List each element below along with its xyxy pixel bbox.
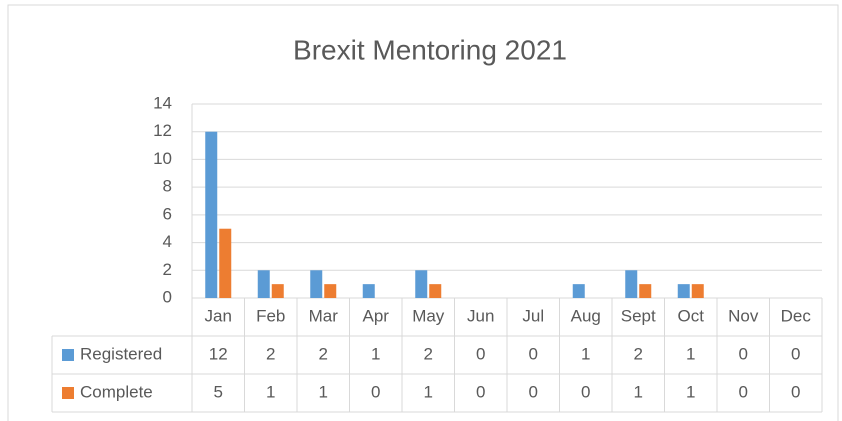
y-tick-label: 6 <box>163 204 172 223</box>
x-tick-label: Sept <box>621 306 656 325</box>
x-tick-label: Dec <box>781 306 812 325</box>
y-tick-label: 10 <box>153 149 172 168</box>
table-value: 2 <box>424 344 433 363</box>
table-value: 1 <box>581 344 590 363</box>
bar <box>257 270 270 298</box>
bar <box>691 284 704 298</box>
table-value: 0 <box>476 382 485 401</box>
bar <box>677 284 690 298</box>
x-tick-label: Aug <box>571 306 601 325</box>
table-value: 0 <box>476 344 485 363</box>
table-value: 0 <box>371 382 380 401</box>
x-tick-label: Jun <box>467 306 494 325</box>
x-tick-label: Jan <box>205 306 232 325</box>
bar <box>362 284 375 298</box>
table-value: 2 <box>319 344 328 363</box>
bar <box>572 284 585 298</box>
chart-title: Brexit Mentoring 2021 <box>293 34 567 65</box>
y-tick-label: 14 <box>153 93 172 112</box>
table-value: 1 <box>266 382 275 401</box>
y-tick-label: 8 <box>163 177 172 196</box>
table-value: 5 <box>214 382 223 401</box>
bar <box>271 284 284 298</box>
legend-label: Complete <box>80 382 153 401</box>
y-tick-label: 4 <box>163 232 172 251</box>
table-value: 0 <box>529 344 538 363</box>
bar <box>324 284 337 298</box>
y-tick-label: 12 <box>153 121 172 140</box>
bar <box>205 131 218 298</box>
x-tick-label: Jul <box>522 306 544 325</box>
x-tick-label: Nov <box>728 306 759 325</box>
legend-swatch <box>62 349 74 361</box>
bar <box>310 270 323 298</box>
y-tick-label: 0 <box>163 287 172 306</box>
table-value: 1 <box>424 382 433 401</box>
table-value: 0 <box>791 344 800 363</box>
table-value: 1 <box>686 344 695 363</box>
table-value: 1 <box>371 344 380 363</box>
table-value: 12 <box>209 344 228 363</box>
table-value: 0 <box>739 382 748 401</box>
bar <box>429 284 442 298</box>
bar <box>639 284 652 298</box>
table-value: 1 <box>319 382 328 401</box>
table-value: 0 <box>739 344 748 363</box>
table-value: 0 <box>529 382 538 401</box>
table-value: 2 <box>266 344 275 363</box>
table-value: 0 <box>791 382 800 401</box>
x-tick-label: Feb <box>256 306 285 325</box>
chart-border <box>7 4 839 421</box>
legend-label: Registered <box>80 344 162 363</box>
x-tick-label: May <box>412 306 445 325</box>
bar <box>415 270 428 298</box>
legend-swatch <box>62 387 74 399</box>
y-tick-label: 2 <box>163 260 172 279</box>
table-value: 1 <box>686 382 695 401</box>
bar <box>625 270 638 298</box>
bar <box>219 228 232 298</box>
table-value: 2 <box>634 344 643 363</box>
table-value: 1 <box>634 382 643 401</box>
x-tick-label: Oct <box>678 306 705 325</box>
x-tick-label: Apr <box>363 306 390 325</box>
table-value: 0 <box>581 382 590 401</box>
x-tick-label: Mar <box>309 306 339 325</box>
